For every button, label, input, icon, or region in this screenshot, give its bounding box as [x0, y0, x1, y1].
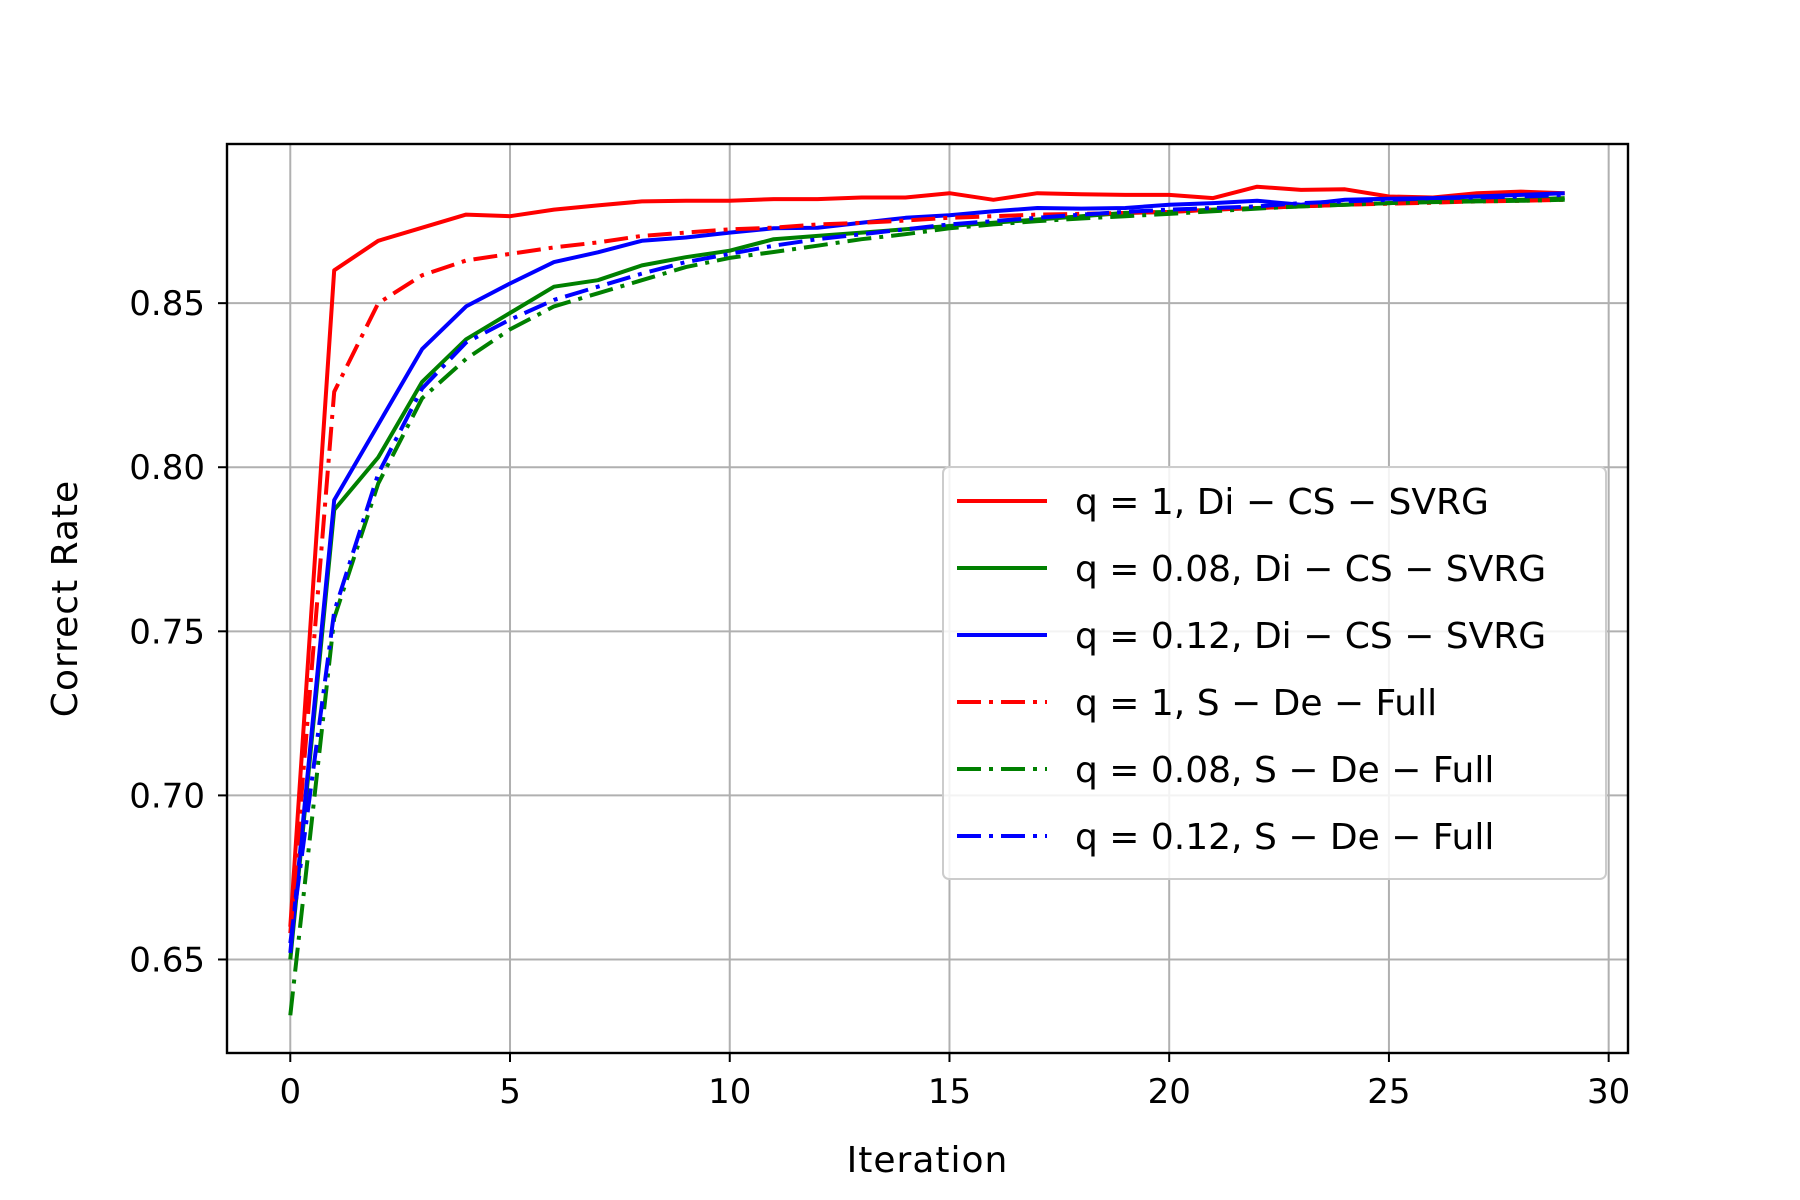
y-axis-label: Correct Rate	[45, 480, 86, 717]
legend-label-6: q = 0.12, S − De − Full	[1075, 817, 1494, 858]
legend-label-1: q = 1, Di − CS − SVRG	[1075, 482, 1489, 523]
x-tick-label: 25	[1367, 1072, 1410, 1112]
y-tick-label: 0.85	[129, 284, 205, 324]
series-line-1	[288, 184, 1565, 927]
x-axis-label: Iteration	[847, 1140, 1009, 1181]
legend-label-3: q = 0.12, Di − CS − SVRG	[1075, 616, 1546, 657]
plot-frame	[225, 142, 1630, 1055]
x-tick-label: 10	[708, 1072, 751, 1112]
legend-box	[942, 466, 1607, 880]
x-tick-label: 15	[928, 1072, 971, 1112]
y-tick-label: 0.80	[129, 448, 205, 488]
plot-series	[288, 184, 1565, 1016]
x-tick-label: 20	[1148, 1072, 1191, 1112]
legend-label-5: q = 0.08, S − De − Full	[1075, 750, 1494, 791]
x-tick-label: 0	[279, 1072, 301, 1112]
y-tick-label: 0.65	[129, 940, 205, 980]
x-tick-label: 30	[1587, 1072, 1630, 1112]
legend-label-2: q = 0.08, Di − CS − SVRG	[1075, 549, 1546, 590]
x-tick-label: 5	[499, 1072, 521, 1112]
series-line-5	[288, 197, 1565, 1016]
legend-label-4: q = 1, S − De − Full	[1075, 683, 1437, 724]
legend: q = 1, Di − CS − SVRG q = 0.08, Di − CS −…	[942, 466, 1607, 880]
y-tick-label: 0.70	[129, 776, 205, 816]
axis-ticks: 0 5 10 15 20 25 30 0.65 0.70 0.75 0.80 0.85	[129, 284, 1630, 1112]
y-tick-label: 0.75	[129, 612, 205, 652]
series-line-6	[288, 192, 1565, 944]
